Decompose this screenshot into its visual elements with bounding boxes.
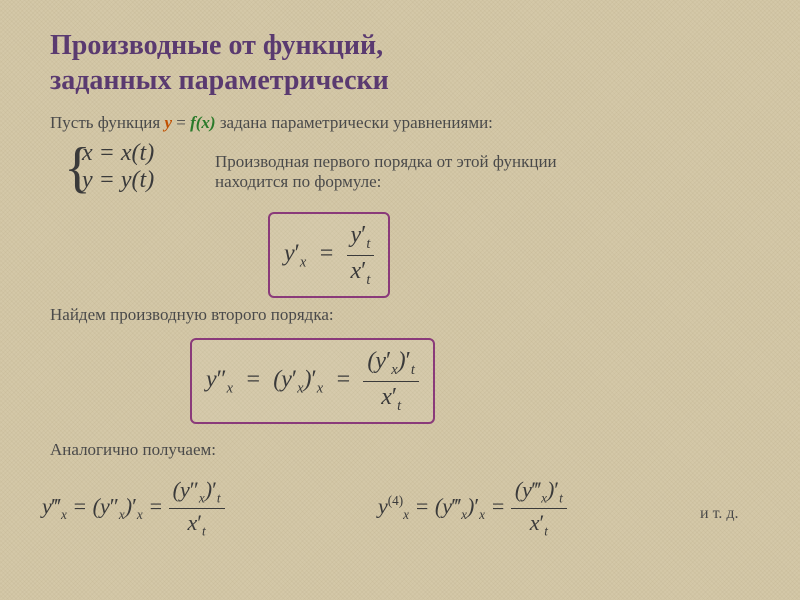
paragraph-second-order: Найдем производную второго порядка:	[50, 305, 334, 325]
intro-y: y	[164, 113, 172, 132]
intro-text: Пусть функция y = f(x) задана параметрич…	[50, 113, 493, 133]
intro-a: Пусть функция	[50, 113, 164, 132]
para1-l1: Производная первого порядка от этой функ…	[215, 152, 557, 171]
title-line2: заданных параметрически	[50, 65, 389, 96]
intro-f: f(x)	[190, 113, 215, 132]
formula-second-derivative: y″x = (y′x)′x = (y′x)′t x′t	[190, 338, 435, 424]
trailing-text: и т. д.	[700, 505, 739, 523]
formula-first-derivative: y′x = y′t x′t	[268, 212, 390, 298]
intro-b: задана параметрически уравнениями:	[216, 113, 493, 132]
formula-fourth-derivative: y(4)x = (y‴x)′x = (y‴x)′t x′t	[378, 478, 567, 539]
intro-eq: =	[172, 113, 190, 132]
paragraph-first-order: Производная первого порядка от этой функ…	[215, 152, 557, 192]
system-equations: { x = x(t) y = y(t)	[82, 140, 154, 194]
system-eq1: x = x(t)	[82, 140, 154, 167]
slide-title: Производные от функций, заданных парамет…	[50, 28, 770, 98]
system-eq2: y = y(t)	[82, 167, 154, 194]
title-line1: Производные от функций,	[50, 30, 383, 61]
para1-l2: находится по формуле:	[215, 172, 381, 191]
paragraph-analogous: Аналогично получаем:	[50, 440, 216, 460]
brace-icon: {	[64, 136, 91, 200]
formula-third-derivative: y‴x = (y″x)′x = (y″x)′t x′t	[42, 478, 225, 539]
